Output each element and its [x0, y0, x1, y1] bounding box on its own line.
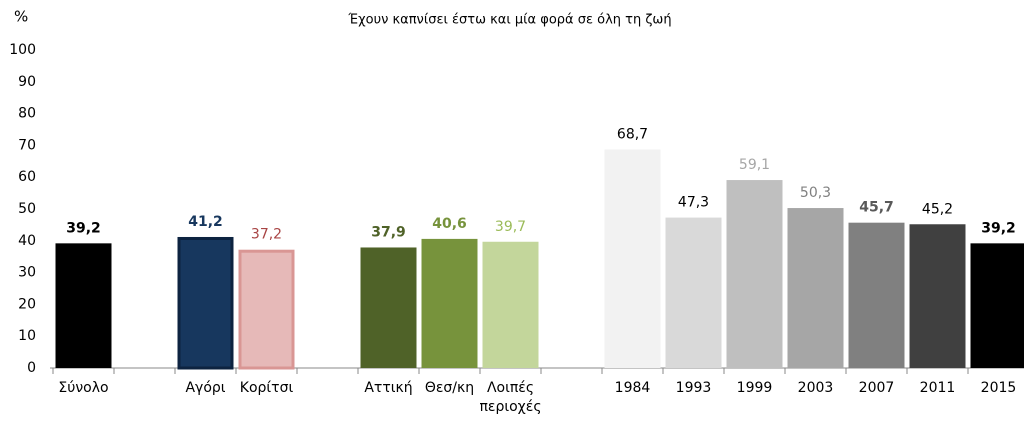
y-tick-label: 80 [18, 106, 36, 122]
bar [238, 249, 295, 370]
y-tick-label: 70 [18, 137, 36, 153]
bar [970, 243, 1024, 368]
x-tick-label: Σύνολο [58, 380, 109, 396]
x-tick-label: 1993 [675, 380, 712, 396]
value-label: 39,2 [981, 220, 1016, 236]
bar [787, 208, 844, 368]
bar [421, 238, 478, 368]
y-tick-label: 90 [18, 74, 36, 90]
bar [360, 247, 417, 368]
y-tick-label: 20 [18, 296, 36, 312]
value-label: 59,1 [739, 157, 770, 173]
bar [604, 149, 661, 368]
x-tick-label: Θεσ/κη [424, 380, 475, 396]
x-tick-label: 2003 [797, 380, 834, 396]
y-tick-label: 60 [18, 169, 36, 185]
y-tick-label: 40 [18, 233, 36, 249]
x-tick-label: 2015 [980, 380, 1017, 396]
x-tick-label: Κορίτσι [239, 380, 294, 396]
x-tick-label: Αγόρι [185, 380, 226, 396]
value-label: 37,2 [251, 227, 282, 243]
y-axis-label: % [14, 8, 28, 26]
x-tick-label: 1999 [736, 380, 773, 396]
value-label: 39,7 [495, 219, 526, 235]
x-tick-label: 2007 [858, 380, 895, 396]
value-label: 45,7 [859, 200, 894, 216]
chart-title: Έχουν καπνίσει έστω και μία φορά σε όλη … [347, 13, 671, 28]
x-tick-label: Λοιπές περιοχές [479, 380, 542, 415]
y-tick-label: 30 [18, 265, 36, 281]
value-label: 47,3 [678, 195, 709, 211]
x-tick-label: 1984 [614, 380, 651, 396]
bar [665, 217, 722, 368]
bar [482, 241, 539, 368]
bar [55, 243, 112, 368]
x-tick-label: Αττική [364, 380, 413, 396]
value-label: 45,2 [922, 201, 953, 217]
value-label: 39,2 [66, 220, 101, 236]
value-label: 40,6 [432, 216, 467, 232]
value-label: 41,2 [188, 214, 223, 230]
x-tick-label: 2011 [919, 380, 956, 396]
bar [909, 224, 966, 368]
y-tick-label: 10 [18, 328, 36, 344]
value-label: 50,3 [800, 185, 831, 201]
y-tick-label: 0 [27, 360, 36, 376]
bar [848, 222, 905, 368]
bar [726, 180, 783, 368]
y-tick-label: 50 [18, 201, 36, 217]
value-label: 68,7 [617, 127, 648, 143]
bar [177, 236, 234, 370]
value-label: 37,9 [371, 224, 406, 240]
y-tick-label: 100 [9, 42, 36, 58]
